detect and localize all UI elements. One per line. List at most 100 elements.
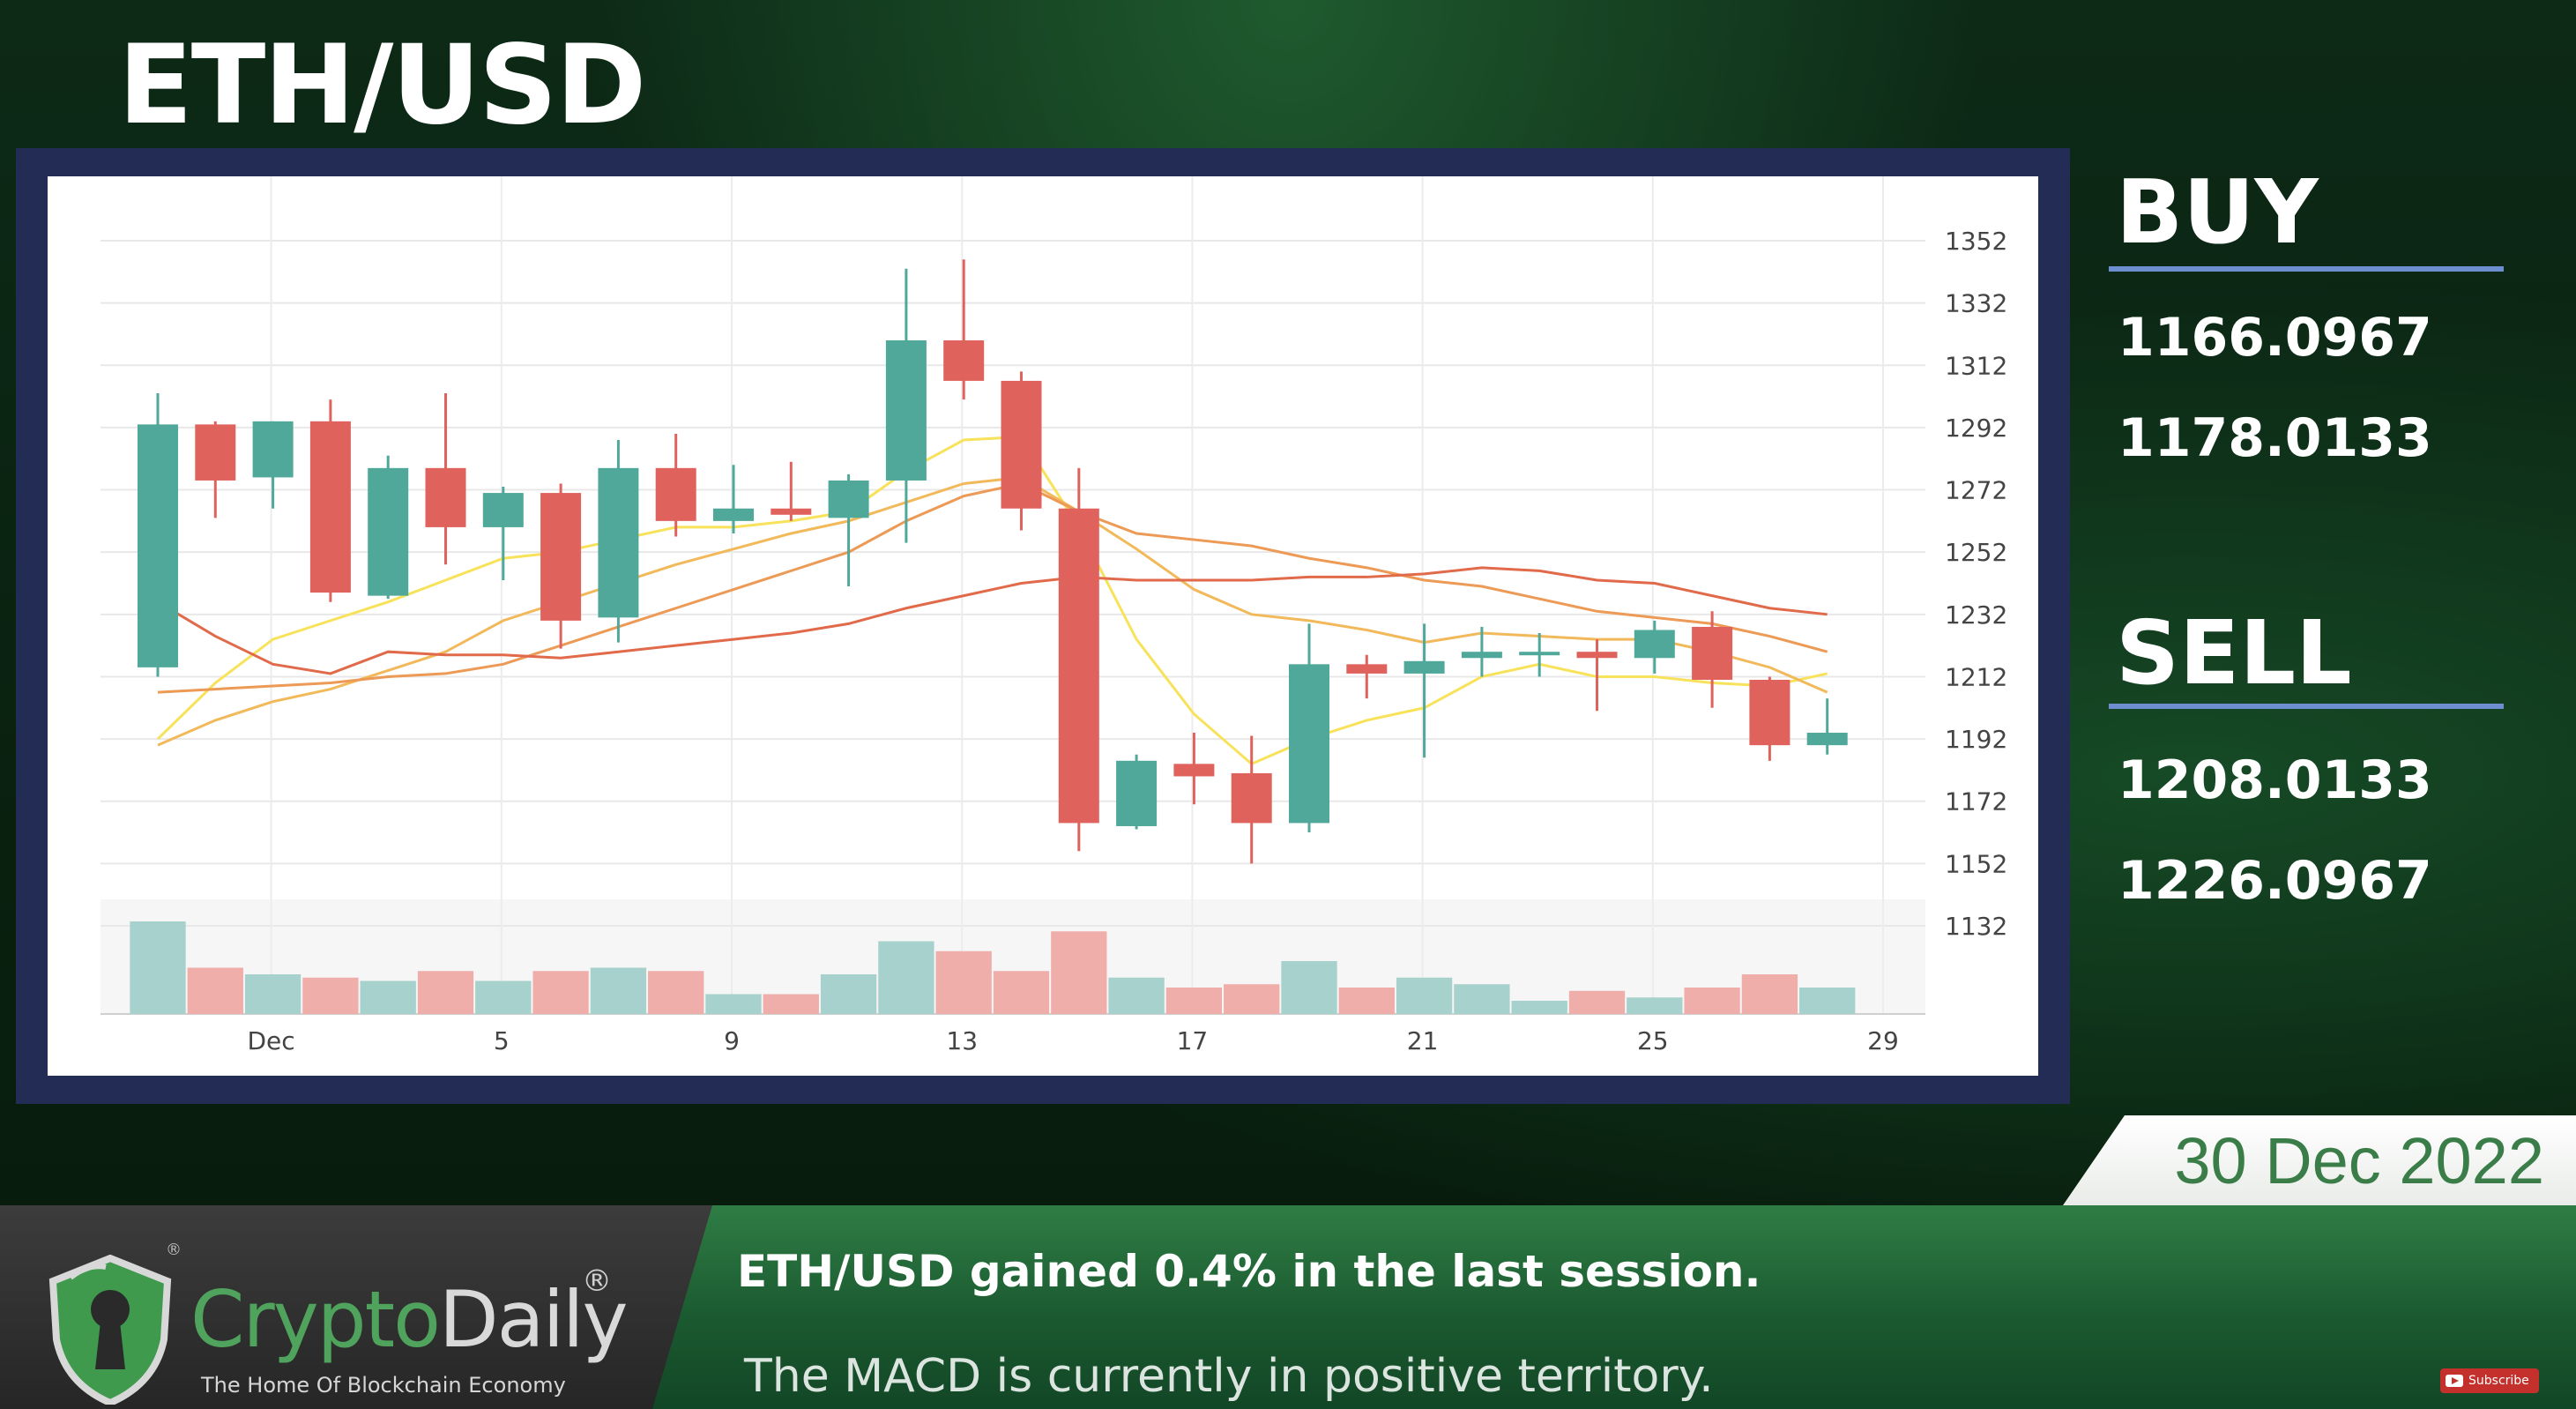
volume-bar bbox=[993, 971, 1050, 1014]
buy-heading: BUY bbox=[2116, 160, 2319, 264]
candle-body bbox=[1806, 733, 1848, 746]
volume-bar bbox=[532, 971, 589, 1014]
candle-body bbox=[309, 421, 351, 593]
y-tick-label: 1272 bbox=[1945, 476, 2007, 505]
volume-bar bbox=[763, 994, 819, 1014]
candle-body bbox=[1001, 380, 1042, 509]
volume-bar bbox=[1684, 988, 1740, 1014]
y-tick-label: 1292 bbox=[1945, 414, 2007, 443]
y-tick-label: 1192 bbox=[1945, 725, 2007, 754]
chart-frame: 1352 1332 1312 1292 1272 1252 1232 1212 1192 1172… bbox=[16, 148, 2070, 1104]
candle-body bbox=[1634, 630, 1675, 659]
subscribe-button[interactable]: Subscribe bbox=[2440, 1368, 2539, 1393]
y-tick-label: 1232 bbox=[1945, 600, 2007, 630]
news-ticker: ® CryptoDaily ® The Home Of Blockchain E… bbox=[0, 1205, 2576, 1409]
volume-bar bbox=[1051, 931, 1107, 1014]
candle-body bbox=[1692, 626, 1733, 680]
y-tick-label: 1132 bbox=[1945, 912, 2007, 941]
volume-bar bbox=[1338, 988, 1395, 1014]
volume-bar bbox=[1568, 990, 1626, 1014]
candle-body bbox=[252, 421, 294, 478]
candle-body bbox=[1461, 652, 1502, 659]
candle-body bbox=[1289, 664, 1329, 824]
y-tick-label: 1352 bbox=[1945, 227, 2007, 256]
moving-average-line bbox=[156, 435, 1828, 766]
x-tick-label: 21 bbox=[1407, 1026, 1439, 1055]
volume-bar bbox=[1108, 977, 1165, 1014]
volume-bar bbox=[244, 974, 302, 1014]
y-tick-label: 1172 bbox=[1945, 787, 2007, 816]
x-tick-label: 29 bbox=[1867, 1026, 1899, 1055]
brand-logo[interactable]: ® CryptoDaily ® The Home Of Blockchain E… bbox=[0, 1205, 712, 1409]
candle-body bbox=[1173, 764, 1215, 777]
ticker-headline: ETH/USD gained 0.4% in the last session. bbox=[737, 1246, 1761, 1297]
buy-level-1: 1166.0967 bbox=[2118, 307, 2432, 369]
volume-bar bbox=[130, 921, 186, 1014]
sell-heading: SELL bbox=[2116, 601, 2352, 704]
volume-bar bbox=[1224, 984, 1280, 1014]
candle-body bbox=[1231, 772, 1272, 824]
candle-body bbox=[540, 493, 582, 621]
shield-keyhole-icon bbox=[48, 1255, 172, 1405]
volume-bar bbox=[417, 971, 474, 1014]
volume-bar bbox=[935, 951, 992, 1014]
candle-body bbox=[771, 508, 812, 515]
volume-bar bbox=[1741, 974, 1798, 1014]
sell-divider bbox=[2109, 704, 2504, 709]
y-tick-label: 1312 bbox=[1945, 351, 2007, 380]
candle-body bbox=[1346, 664, 1388, 674]
x-tick-label: 17 bbox=[1177, 1026, 1209, 1055]
volume-bar bbox=[1396, 977, 1453, 1014]
y-tick-label: 1212 bbox=[1945, 662, 2007, 691]
candle-body bbox=[1576, 652, 1618, 659]
volume-bar bbox=[705, 994, 762, 1014]
date-tab: 30 Dec 2022 bbox=[2063, 1115, 2576, 1205]
subscribe-label: Subscribe bbox=[2468, 1374, 2529, 1388]
candle-body bbox=[1058, 508, 1099, 824]
candle-body bbox=[943, 340, 985, 381]
logo-tagline: The Home Of Blockchain Economy bbox=[201, 1373, 566, 1398]
buy-divider bbox=[2109, 266, 2504, 272]
volume-bar bbox=[1511, 1001, 1567, 1014]
x-tick-label: 13 bbox=[946, 1026, 978, 1055]
pair-title: ETH/USD bbox=[118, 22, 646, 149]
ticker-subline: The MACD is currently in positive territ… bbox=[744, 1350, 1714, 1403]
candle-body bbox=[482, 493, 524, 527]
volume-bar bbox=[1165, 988, 1223, 1014]
logo-crypto: Crypto bbox=[190, 1274, 441, 1365]
candle-body bbox=[655, 467, 696, 521]
x-tick-label: 9 bbox=[724, 1026, 740, 1055]
candle-body bbox=[368, 467, 409, 596]
volume-bar bbox=[820, 974, 877, 1014]
candle-body bbox=[828, 480, 869, 518]
volume-bar bbox=[475, 980, 532, 1014]
volume-bar bbox=[302, 977, 359, 1014]
x-tick-label: 25 bbox=[1637, 1026, 1669, 1055]
sell-level-1: 1208.0133 bbox=[2118, 749, 2432, 811]
volume-bar bbox=[187, 967, 243, 1014]
volume-bar bbox=[648, 971, 704, 1014]
volume-bar bbox=[360, 980, 416, 1014]
candle-body bbox=[138, 424, 178, 667]
candle-body bbox=[885, 340, 927, 481]
logo-daily: Daily bbox=[438, 1274, 629, 1365]
candle-body bbox=[1519, 652, 1560, 656]
y-tick-label: 1152 bbox=[1945, 849, 2007, 878]
youtube-icon bbox=[2446, 1375, 2463, 1387]
logo-registered-mark: ® bbox=[582, 1264, 612, 1299]
sell-level-2: 1226.0967 bbox=[2118, 850, 2432, 912]
logo-wordmark: CryptoDaily bbox=[190, 1274, 629, 1365]
x-tick-label: 5 bbox=[494, 1026, 510, 1055]
volume-bar bbox=[878, 941, 934, 1014]
candle-body bbox=[425, 467, 466, 527]
moving-average-line bbox=[157, 481, 1828, 694]
volume-bar bbox=[590, 967, 647, 1014]
candle-body bbox=[713, 508, 754, 521]
chart-svg: 1352 1332 1312 1292 1272 1252 1232 1212 1192 1172… bbox=[101, 176, 2007, 1055]
candle-body bbox=[1116, 760, 1158, 826]
volume-bar bbox=[1454, 984, 1510, 1014]
candle-body bbox=[195, 424, 236, 481]
logo-small-mark: ® bbox=[166, 1241, 182, 1259]
x-tick-label: Dec bbox=[248, 1026, 295, 1055]
volume-bar bbox=[1627, 997, 1683, 1014]
